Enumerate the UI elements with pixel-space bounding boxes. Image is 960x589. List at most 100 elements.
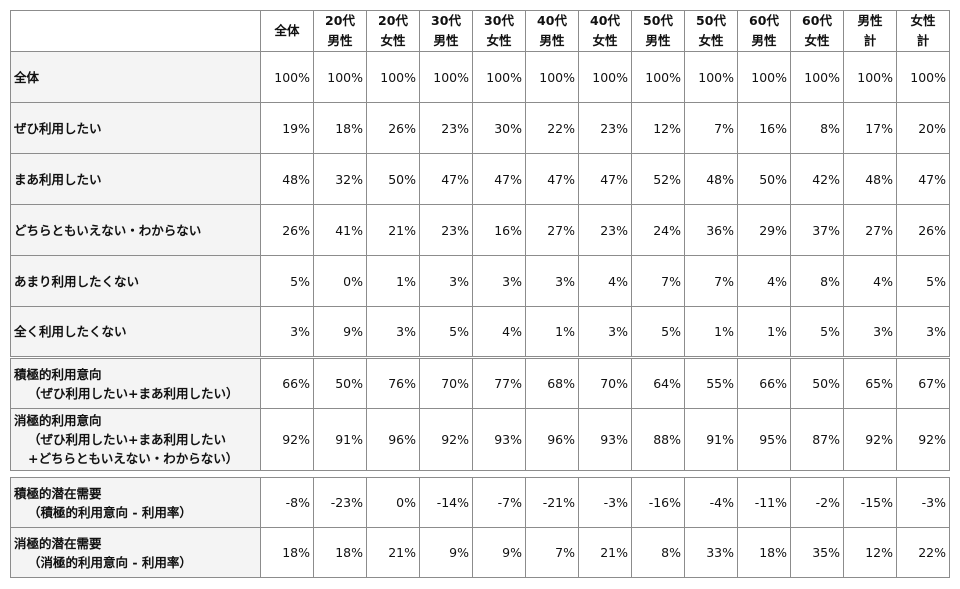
value-cell: 24% [631,204,685,256]
text-line: 男性 [539,33,565,48]
header-cell: 30代 女性 [472,10,526,52]
text-line: 20代 [325,13,355,28]
data-row: あまり利用したくない 5% 0% 1% 3% 3% 3% 4% 7% 7% 4% 8% 4% 5% [10,255,950,307]
text-line: 積極的潜在需要 [14,485,102,501]
row-label: 全体 [10,51,261,103]
value-cell: 18% [260,527,314,578]
text-line: 男性 [751,33,777,48]
value-cell: 100% [472,51,526,103]
value-cell: 8% [631,527,685,578]
data-row: まあ利用したい 48% 32% 50% 47% 47% 47% 47% 52% 48% 50% 42%… [10,153,950,205]
value-cell: 23% [578,204,632,256]
value-cell: 76% [366,356,420,409]
value-cell: -3% [578,477,632,528]
value-cell: 32% [313,153,367,205]
text-line: まあ利用したい [14,171,102,187]
value-cell: 70% [419,356,473,409]
value-cell: 42% [790,153,844,205]
value-cell: -23% [313,477,367,528]
text-line: 消極的利用意向 [14,413,102,428]
value-cell: 5% [260,255,314,307]
value-cell: 66% [737,356,791,409]
value-cell: 21% [366,527,420,578]
value-cell: 8% [790,102,844,154]
value-cell: 26% [366,102,420,154]
value-cell: 20% [896,102,950,154]
data-row: 消極的利用意向 （ぜひ利用したい+まあ利用したい +どちらともいえない・わからない）… [10,408,950,471]
text-line: 全体 [274,23,300,38]
data-row: 積極的潜在需要 （積極的利用意向 - 利用率） -8% -23% 0% -14% -7% -2… [10,477,950,528]
value-cell: 33% [684,527,738,578]
value-cell: 48% [260,153,314,205]
value-cell: 52% [631,153,685,205]
value-cell: 92% [843,408,897,471]
header-cell: 男性計 [843,10,897,52]
text-line: 50代 [643,13,673,28]
value-cell: 22% [896,527,950,578]
value-cell: 23% [419,102,473,154]
value-cell: 100% [684,51,738,103]
text-line: 計 [863,33,877,48]
value-cell: 21% [366,204,420,256]
data-row: 全く利用したくない 3% 9% 3% 5% 4% 1% 3% 5% 1% 1% 5% 3% 3% [10,306,950,358]
value-cell: 5% [631,306,685,358]
value-cell: 50% [313,356,367,409]
value-cell: 37% [790,204,844,256]
value-cell: 0% [313,255,367,307]
text-line: どちらともいえない・わからない [14,222,202,238]
value-cell: 91% [684,408,738,471]
header-cell: 50代男性 [631,10,685,52]
text-line: 60代 [802,13,832,28]
text-line: 積極的利用意向 [14,366,102,382]
value-cell: 100% [366,51,420,103]
value-cell: 100% [737,51,791,103]
header-cell: 60代 男性 [737,10,791,52]
value-cell: 1% [684,306,738,358]
data-row: ぜひ利用したい 19% 18% 26% 23% 30% 22% 23% 12% 7% 16% 8% 17… [10,102,950,154]
value-cell: 47% [419,153,473,205]
text-line: 男性 [645,33,671,48]
text-line: 20代 [378,13,408,28]
value-cell: 0% [366,477,420,528]
value-cell: 7% [684,255,738,307]
value-cell: -4% [684,477,738,528]
header-cell: 40代 女性 [578,10,632,52]
text-line: 男性 [433,33,459,48]
text-line: 計 [916,33,930,48]
value-cell: 77% [472,356,526,409]
row-label: 積極的利用意向 （ぜひ利用したい+まあ利用したい） [10,356,261,409]
value-cell: -14% [419,477,473,528]
value-cell: 3% [419,255,473,307]
value-cell: 41% [313,204,367,256]
value-cell: -16% [631,477,685,528]
value-cell: 18% [313,102,367,154]
value-cell: 1% [737,306,791,358]
value-cell: 47% [472,153,526,205]
value-cell: 9% [313,306,367,358]
value-cell: 9% [419,527,473,578]
value-cell: 92% [419,408,473,471]
value-cell: 4% [472,306,526,358]
value-cell: 100% [631,51,685,103]
text-line: （消極的利用意向 - 利用率） [28,554,192,570]
value-cell: -7% [472,477,526,528]
text-line: 男性 [327,33,353,48]
value-cell: 100% [790,51,844,103]
value-cell: 5% [896,255,950,307]
value-cell: 7% [525,527,579,578]
text-line: 消極的潜在需要 [14,535,102,551]
value-cell: 12% [843,527,897,578]
data-row: どちらともいえない・わからない 26% 41% 21% 23% 16% 27% 23% 24% 3… [10,204,950,256]
text-line: 30代 [484,13,514,28]
text-line: 全く利用したくない [14,324,127,339]
value-cell: 3% [472,255,526,307]
text-line: 女性 [380,33,406,48]
row-label: 全く利用したくない [10,306,261,358]
value-cell: 100% [578,51,632,103]
value-cell: 3% [578,306,632,358]
value-cell: 3% [843,306,897,358]
header-cell: 20代男性 [313,10,367,52]
value-cell: -11% [737,477,791,528]
row-label: 消極的潜在需要 （消極的利用意向 - 利用率） [10,527,261,578]
value-cell: 50% [790,356,844,409]
